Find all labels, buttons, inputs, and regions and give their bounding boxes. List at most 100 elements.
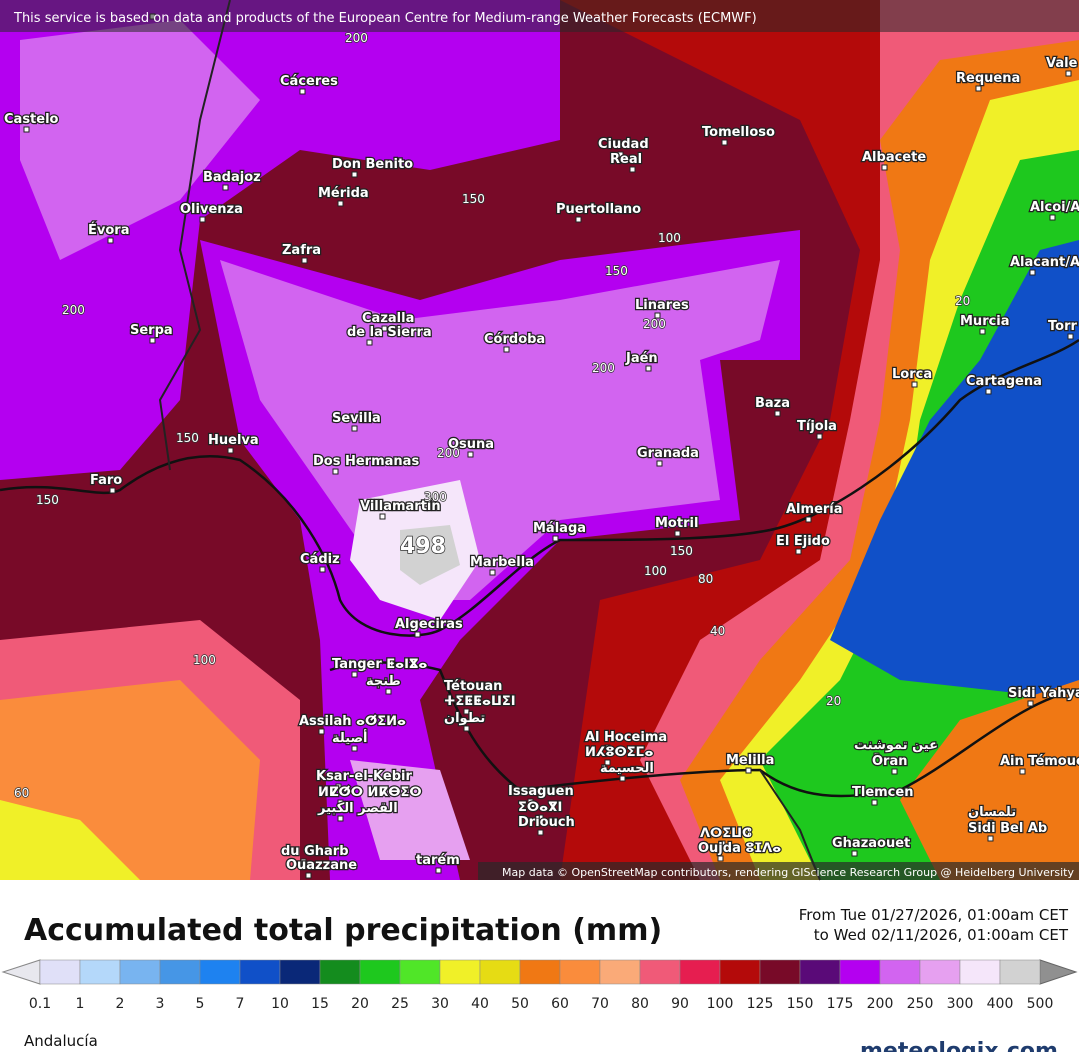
city-marker (305, 872, 312, 879)
colorbar-tick-label: 5 (196, 996, 205, 1012)
place-label: Cartagena (966, 374, 1042, 389)
place-label: Don Benito (332, 157, 413, 172)
place-label: Tlemcen (852, 785, 913, 800)
city-marker (319, 566, 326, 573)
city-marker (1065, 70, 1072, 77)
color-swatch (679, 959, 721, 985)
place-label: Ain Témouchent (1000, 754, 1079, 769)
city-marker (435, 867, 442, 874)
city-marker (351, 171, 358, 178)
city-marker (1027, 700, 1034, 707)
place-label: Sevilla (332, 411, 381, 426)
place-label: El Ejido (776, 534, 830, 549)
place-label: Al Hoceima (585, 730, 667, 745)
place-label: de la Sierra (347, 325, 432, 340)
place-label: Ouazzane (286, 858, 357, 873)
city-marker (979, 328, 986, 335)
place-label: Driouch (518, 815, 575, 830)
period-from: From Tue 01/27/2026, 01:00am CET (799, 906, 1069, 924)
contour-label: 100 (658, 231, 681, 245)
contour-label: 150 (36, 493, 59, 507)
city-marker (467, 451, 474, 458)
place-label: Puertollano (556, 202, 641, 217)
color-swatch (799, 959, 841, 985)
city-marker (873, 752, 880, 759)
city-marker (987, 819, 994, 826)
city-marker (645, 365, 652, 372)
place-label: Alacant/A (1010, 255, 1079, 270)
place-label: أصيلة (332, 729, 368, 746)
contour-label: 100 (644, 564, 667, 578)
credit-bar (478, 862, 1079, 880)
color-swatch (159, 959, 201, 985)
place-label: Albacete (862, 150, 926, 165)
city-marker (629, 166, 636, 173)
area (830, 240, 1079, 700)
place-label: Tomelloso (702, 125, 775, 140)
colorbar-tick-label: 175 (827, 996, 854, 1012)
city-marker (503, 346, 510, 353)
place-label: Tanger ⵟⴰⵏⴵⴰ (332, 657, 427, 672)
colorbar-tick-label: 100 (707, 996, 734, 1012)
city-marker (381, 325, 388, 332)
place-label: Castelo (4, 112, 59, 127)
attribution-bar (0, 0, 1079, 32)
city-marker (805, 516, 812, 523)
colorbar-tick-label: 25 (391, 996, 409, 1012)
city-marker (299, 88, 306, 95)
place-label: Badajoz (203, 170, 261, 185)
colorbar-tick-label: 250 (907, 996, 934, 1012)
city-marker (987, 835, 994, 842)
color-swatch (959, 959, 1001, 985)
city-marker (109, 487, 116, 494)
city-marker (851, 850, 858, 857)
city-marker (537, 814, 544, 821)
place-labels: Cáceres Don Benito Mérida Badajoz Olivenza Év… (3, 13, 1079, 879)
contour-label: 200 (437, 446, 460, 460)
city-marker (1049, 214, 1056, 221)
place-label: Ciudad (598, 137, 649, 152)
city-marker (745, 767, 752, 774)
contour-label: 498 (400, 534, 446, 559)
city-marker (527, 798, 534, 805)
contour-label: 150 (176, 431, 199, 445)
place-label: Tétouan (444, 679, 502, 694)
city-marker (227, 447, 234, 454)
place-label: Málaga (533, 521, 586, 536)
attribution: This service is based on data and produc… (13, 11, 757, 26)
colorbar-arrow-high (1039, 959, 1078, 985)
color-swatch (39, 959, 81, 985)
city-marker (337, 200, 344, 207)
place-label: Vale (1046, 56, 1078, 71)
region-name: Andalucía (24, 1032, 98, 1050)
city-marker (300, 858, 307, 865)
border (158, 0, 231, 471)
area (900, 680, 1079, 880)
color-swatch (439, 959, 481, 985)
colorbar-tick-label: 300 (947, 996, 974, 1012)
color-swatch (879, 959, 921, 985)
place-label: Almería (786, 502, 843, 517)
place-label: Torr (1048, 319, 1077, 334)
city-marker (351, 745, 358, 752)
place-label: الحسيمة (600, 761, 654, 776)
colorbar-tick-label: 7 (236, 996, 245, 1012)
city-marker (575, 216, 582, 223)
colorbar-tick-label: 30 (431, 996, 449, 1012)
place-label: Olivenza (180, 202, 243, 217)
place-label: Cáceres (280, 74, 338, 89)
place-label: Melilla (726, 753, 774, 768)
city-marker (674, 530, 681, 537)
city-marker (107, 237, 114, 244)
city-marker (301, 257, 308, 264)
contour-label: 100 (193, 653, 216, 667)
city-marker (656, 460, 663, 467)
place-label: ⵍⵃⵓⵙⵉⵎⴰ (585, 745, 653, 760)
place-label: Requena (956, 71, 1020, 86)
place-label: Assilah ⴰⵚⵉⵍⴰ (299, 714, 406, 729)
city-marker (1029, 269, 1036, 276)
colorbar-tick-label: 40 (471, 996, 489, 1012)
place-label: du Gharb (281, 844, 349, 859)
